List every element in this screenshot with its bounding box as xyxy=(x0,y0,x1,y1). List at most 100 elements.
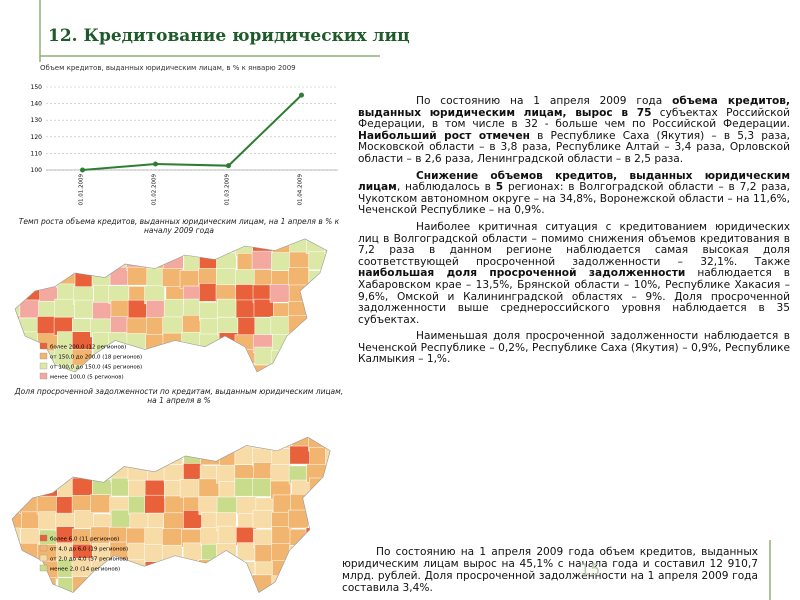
region xyxy=(20,365,41,372)
text-run: 5 xyxy=(495,181,504,194)
region xyxy=(161,544,183,564)
region xyxy=(76,593,96,600)
region xyxy=(12,592,24,593)
x-tick-label: 01.04.2009 xyxy=(298,174,304,206)
text-run: наибольшая доля просроченной задолженнос… xyxy=(358,267,686,280)
region xyxy=(72,238,93,255)
region xyxy=(37,238,59,255)
region xyxy=(288,574,309,593)
region xyxy=(271,526,293,545)
region xyxy=(36,495,58,515)
region xyxy=(54,250,76,270)
region xyxy=(127,575,148,593)
region xyxy=(108,575,130,593)
region xyxy=(12,437,22,451)
region xyxy=(144,437,165,451)
region xyxy=(12,557,21,577)
legend-swatch xyxy=(39,544,48,552)
region xyxy=(93,238,114,256)
region xyxy=(308,270,327,289)
region xyxy=(326,437,331,450)
region xyxy=(234,477,256,497)
region xyxy=(289,545,310,564)
region xyxy=(200,364,221,372)
text-run: в Республике Саха (Якутия) – в 5,3 раза,… xyxy=(358,129,790,165)
region xyxy=(198,478,220,498)
region xyxy=(15,366,23,372)
region xyxy=(144,494,165,514)
region xyxy=(200,575,222,593)
region xyxy=(271,334,293,353)
x-tick-label: 01.01.2009 xyxy=(79,174,85,206)
region xyxy=(216,252,237,272)
region xyxy=(325,363,327,372)
region xyxy=(72,477,93,497)
region xyxy=(309,509,330,529)
region xyxy=(238,594,258,600)
region xyxy=(180,573,201,593)
region xyxy=(290,592,312,593)
region xyxy=(15,252,23,272)
region xyxy=(93,592,115,593)
region xyxy=(54,591,75,593)
y-tick-label: 120 xyxy=(31,134,43,141)
region xyxy=(89,576,111,593)
region xyxy=(306,544,328,564)
region xyxy=(144,527,165,547)
region xyxy=(39,437,61,450)
region xyxy=(306,592,328,593)
region xyxy=(127,437,149,450)
region xyxy=(19,495,40,514)
region xyxy=(325,348,327,368)
region xyxy=(253,364,274,372)
region xyxy=(216,464,237,484)
region xyxy=(129,593,149,600)
region xyxy=(198,496,220,515)
text-run: Снижение объемов кредитов, выданных юрид… xyxy=(358,169,790,194)
text-run: наблюдается в Хабаровском крае – 13,5%, … xyxy=(358,267,790,326)
region xyxy=(72,576,93,593)
legend-swatch xyxy=(39,554,48,562)
legend-swatch xyxy=(39,564,48,572)
region xyxy=(163,591,184,593)
region xyxy=(39,590,60,593)
map: более 6,0 (11 регионов) от 4,0 до 6,0 (19… xyxy=(11,436,331,600)
point xyxy=(80,167,85,173)
region xyxy=(146,300,167,319)
region xyxy=(270,316,292,335)
line-chart: Объем кредитов, выданных юридическим лиц… xyxy=(31,64,338,206)
region xyxy=(12,544,24,563)
legend-label: более 200,0 (12 регионов) xyxy=(50,345,126,351)
legend-swatch xyxy=(39,362,48,370)
region xyxy=(145,348,167,368)
region xyxy=(161,528,183,547)
region xyxy=(324,317,327,336)
region xyxy=(162,316,183,336)
region xyxy=(111,593,131,600)
region xyxy=(183,437,204,450)
region xyxy=(288,315,309,334)
region xyxy=(19,268,40,287)
region xyxy=(163,238,185,254)
region xyxy=(219,594,239,600)
region xyxy=(324,510,331,529)
region xyxy=(326,253,327,273)
region xyxy=(74,510,95,529)
region xyxy=(288,349,309,368)
region xyxy=(145,334,166,353)
region xyxy=(199,333,220,353)
y-tick-label: 110 xyxy=(31,150,43,157)
region xyxy=(143,575,165,593)
region xyxy=(179,270,201,289)
legend-label: от 100,0 до 150,0 (45 регионов) xyxy=(50,365,142,371)
region xyxy=(325,269,327,288)
region xyxy=(163,363,185,372)
x-tick-label: 01.03.2009 xyxy=(225,174,231,206)
body-text: По состоянию на 1 апреля 2009 года объем… xyxy=(358,95,790,371)
y-tick-label: 100 xyxy=(31,167,43,174)
region xyxy=(54,238,75,257)
region xyxy=(217,525,239,545)
region xyxy=(269,284,291,303)
region xyxy=(327,302,345,320)
